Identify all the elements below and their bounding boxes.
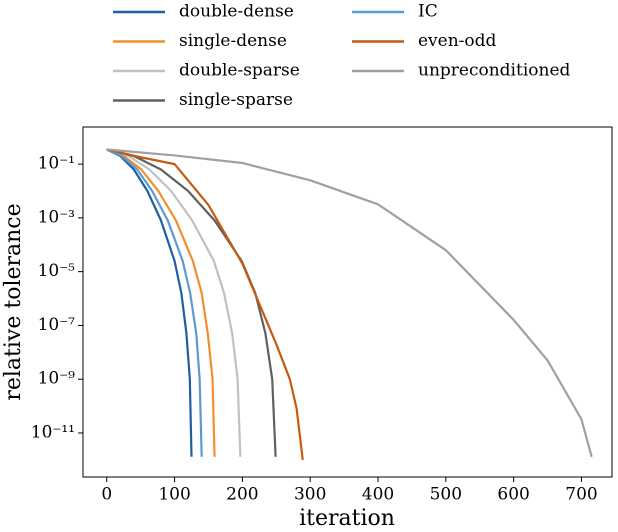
series-line — [106, 148, 304, 460]
series-line — [106, 148, 203, 457]
legend-label: double-dense — [179, 2, 294, 22]
x-axis-label: iteration — [299, 506, 395, 531]
series-line — [106, 148, 193, 457]
legend-label: double-sparse — [179, 61, 300, 81]
x-tick-label: 400 — [362, 485, 394, 505]
legend-label: single-dense — [179, 31, 287, 51]
y-tick-label: 10⁻⁹ — [38, 369, 76, 389]
y-tick-label: 10⁻⁵ — [38, 261, 76, 281]
series-line — [106, 148, 242, 457]
x-tick-label: 300 — [294, 485, 326, 505]
legend-label: single-sparse — [179, 90, 293, 110]
x-tick-label: 700 — [565, 485, 597, 505]
x-tick-label: 100 — [158, 485, 190, 505]
x-tick-label: 200 — [226, 485, 258, 505]
series-line — [106, 148, 216, 457]
legend-label: IC — [418, 2, 438, 22]
plot-frame — [82, 126, 613, 478]
x-tick-label: 600 — [497, 485, 529, 505]
y-tick-label: 10⁻³ — [38, 207, 75, 227]
legend-label: even-odd — [418, 31, 497, 51]
x-tick-label: 0 — [101, 485, 112, 505]
legend-label: unpreconditioned — [418, 61, 571, 81]
y-tick-label: 10⁻¹ — [38, 154, 75, 174]
x-tick-label: 500 — [430, 485, 462, 505]
series-line — [106, 148, 593, 458]
y-axis-label: relative tolerance — [1, 203, 26, 400]
y-tick-label: 10⁻⁷ — [38, 315, 76, 335]
y-tick-label: 10⁻¹¹ — [31, 422, 75, 442]
